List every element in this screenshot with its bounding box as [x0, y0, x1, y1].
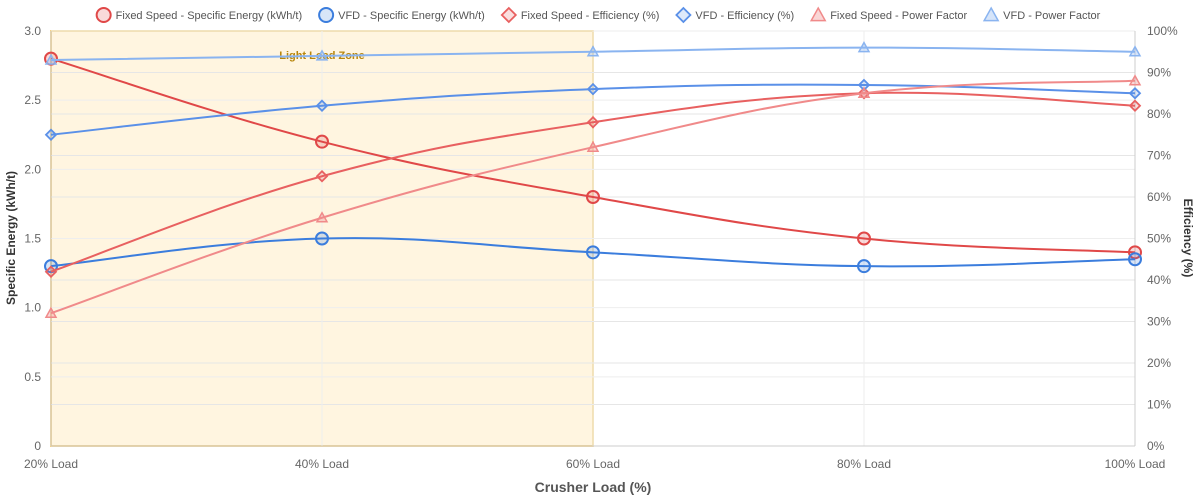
data-point [586, 140, 600, 152]
data-point [857, 231, 871, 246]
data-point [315, 134, 329, 149]
legend-item[interactable]: Fixed Speed - Power Factor [809, 6, 967, 22]
data-point [1128, 86, 1142, 100]
y-right-tick-label: 50% [1147, 232, 1171, 246]
data-point [315, 211, 329, 223]
y-left-tick-label: 3.0 [24, 24, 41, 38]
y-right-tick-label: 70% [1147, 149, 1171, 163]
series-5 [44, 74, 1142, 318]
x-tick-label: 40% Load [295, 457, 349, 471]
series-line [50, 91, 1136, 273]
data-point [1128, 45, 1142, 57]
legend[interactable]: Fixed Speed - Specific Energy (kWh/t) VFD… [95, 6, 1101, 24]
y-axis-right-title: Efficiency (%) [1181, 199, 1195, 278]
y-right-tick-label: 40% [1147, 273, 1171, 287]
data-point [315, 49, 329, 61]
data-point [44, 53, 58, 65]
data-point [1128, 99, 1142, 112]
data-point [315, 231, 329, 246]
y-right-tick-label: 80% [1147, 107, 1171, 121]
legend-label: VFD - Specific Energy (kWh/t) [338, 10, 485, 22]
x-tick-label: 80% Load [837, 457, 891, 471]
data-point [586, 190, 600, 204]
y-right-tick-label: 10% [1147, 398, 1171, 412]
data-point [44, 306, 58, 318]
legend-item[interactable]: VFD - Power Factor [982, 6, 1101, 22]
data-point [44, 265, 58, 278]
series-line [50, 57, 1136, 254]
series-6 [44, 41, 1142, 65]
legend-item[interactable]: VFD - Efficiency (%) [675, 6, 794, 24]
y-left-tick-label: 0.5 [24, 370, 41, 384]
y-right-tick-label: 60% [1147, 190, 1171, 204]
legend-swatch [95, 7, 112, 23]
series-line [50, 237, 1136, 268]
data-point [857, 259, 871, 274]
y-right-tick-label: 20% [1147, 356, 1171, 370]
y-right-tick-label: 100% [1147, 24, 1178, 38]
legend-swatch [982, 6, 1000, 22]
legend-label: Fixed Speed - Power Factor [830, 10, 967, 22]
series-4 [44, 78, 1142, 142]
legend-item[interactable]: VFD - Specific Energy (kWh/t) [318, 7, 485, 23]
data-point [857, 78, 871, 92]
data-point [857, 41, 871, 53]
x-tick-label: 60% Load [566, 457, 620, 471]
y-right-tick-label: 30% [1147, 315, 1171, 329]
legend-label: Fixed Speed - Specific Energy (kWh/t) [116, 10, 302, 22]
data-point [586, 45, 600, 57]
legend-swatch [318, 7, 335, 23]
series-layer [44, 41, 1142, 318]
data-point [315, 99, 329, 112]
data-point [1128, 252, 1142, 267]
y-right-tick-label: 90% [1147, 66, 1171, 80]
y-left-tick-label: 1.5 [24, 232, 41, 246]
legend-label: VFD - Efficiency (%) [695, 10, 794, 22]
y-left-tick-label: 0 [34, 439, 41, 453]
y-left-tick-label: 1.0 [24, 301, 41, 315]
data-point [44, 128, 58, 142]
y-left-tick-label: 2.0 [24, 162, 41, 176]
series-line [50, 79, 1136, 315]
data-point [586, 245, 600, 260]
series-1 [44, 51, 1142, 260]
legend-item[interactable]: Fixed Speed - Specific Energy (kWh/t) [95, 7, 302, 23]
axes-layer: 0 0.5 1.0 1.5 2.0 2.5 3.0 0% 10% 20% 30% 40% 50% 60% 7… [24, 24, 1178, 471]
series-3 [44, 86, 1142, 278]
legend-swatch [500, 6, 518, 24]
data-point [1128, 74, 1142, 86]
data-point [857, 86, 871, 98]
legend-swatch [675, 6, 692, 24]
series-line [50, 46, 1136, 62]
series-line [50, 83, 1136, 136]
legend-item[interactable]: Fixed Speed - Efficiency (%) [500, 6, 660, 24]
data-point [586, 82, 600, 96]
x-tick-label: 100% Load [1105, 457, 1166, 471]
legend-label: VFD - Power Factor [1003, 10, 1101, 22]
y-left-tick-label: 2.5 [24, 93, 41, 107]
data-point [586, 116, 600, 129]
x-axis-title: Crusher Load (%) [535, 479, 652, 495]
y-right-tick-label: 0% [1147, 439, 1165, 453]
legend-label: Fixed Speed - Efficiency (%) [521, 10, 660, 22]
y-axis-left-title: Specific Energy (kWh/t) [4, 171, 18, 305]
legend-swatch [809, 6, 827, 22]
x-tick-label: 20% Load [24, 457, 78, 471]
data-point [315, 169, 329, 183]
